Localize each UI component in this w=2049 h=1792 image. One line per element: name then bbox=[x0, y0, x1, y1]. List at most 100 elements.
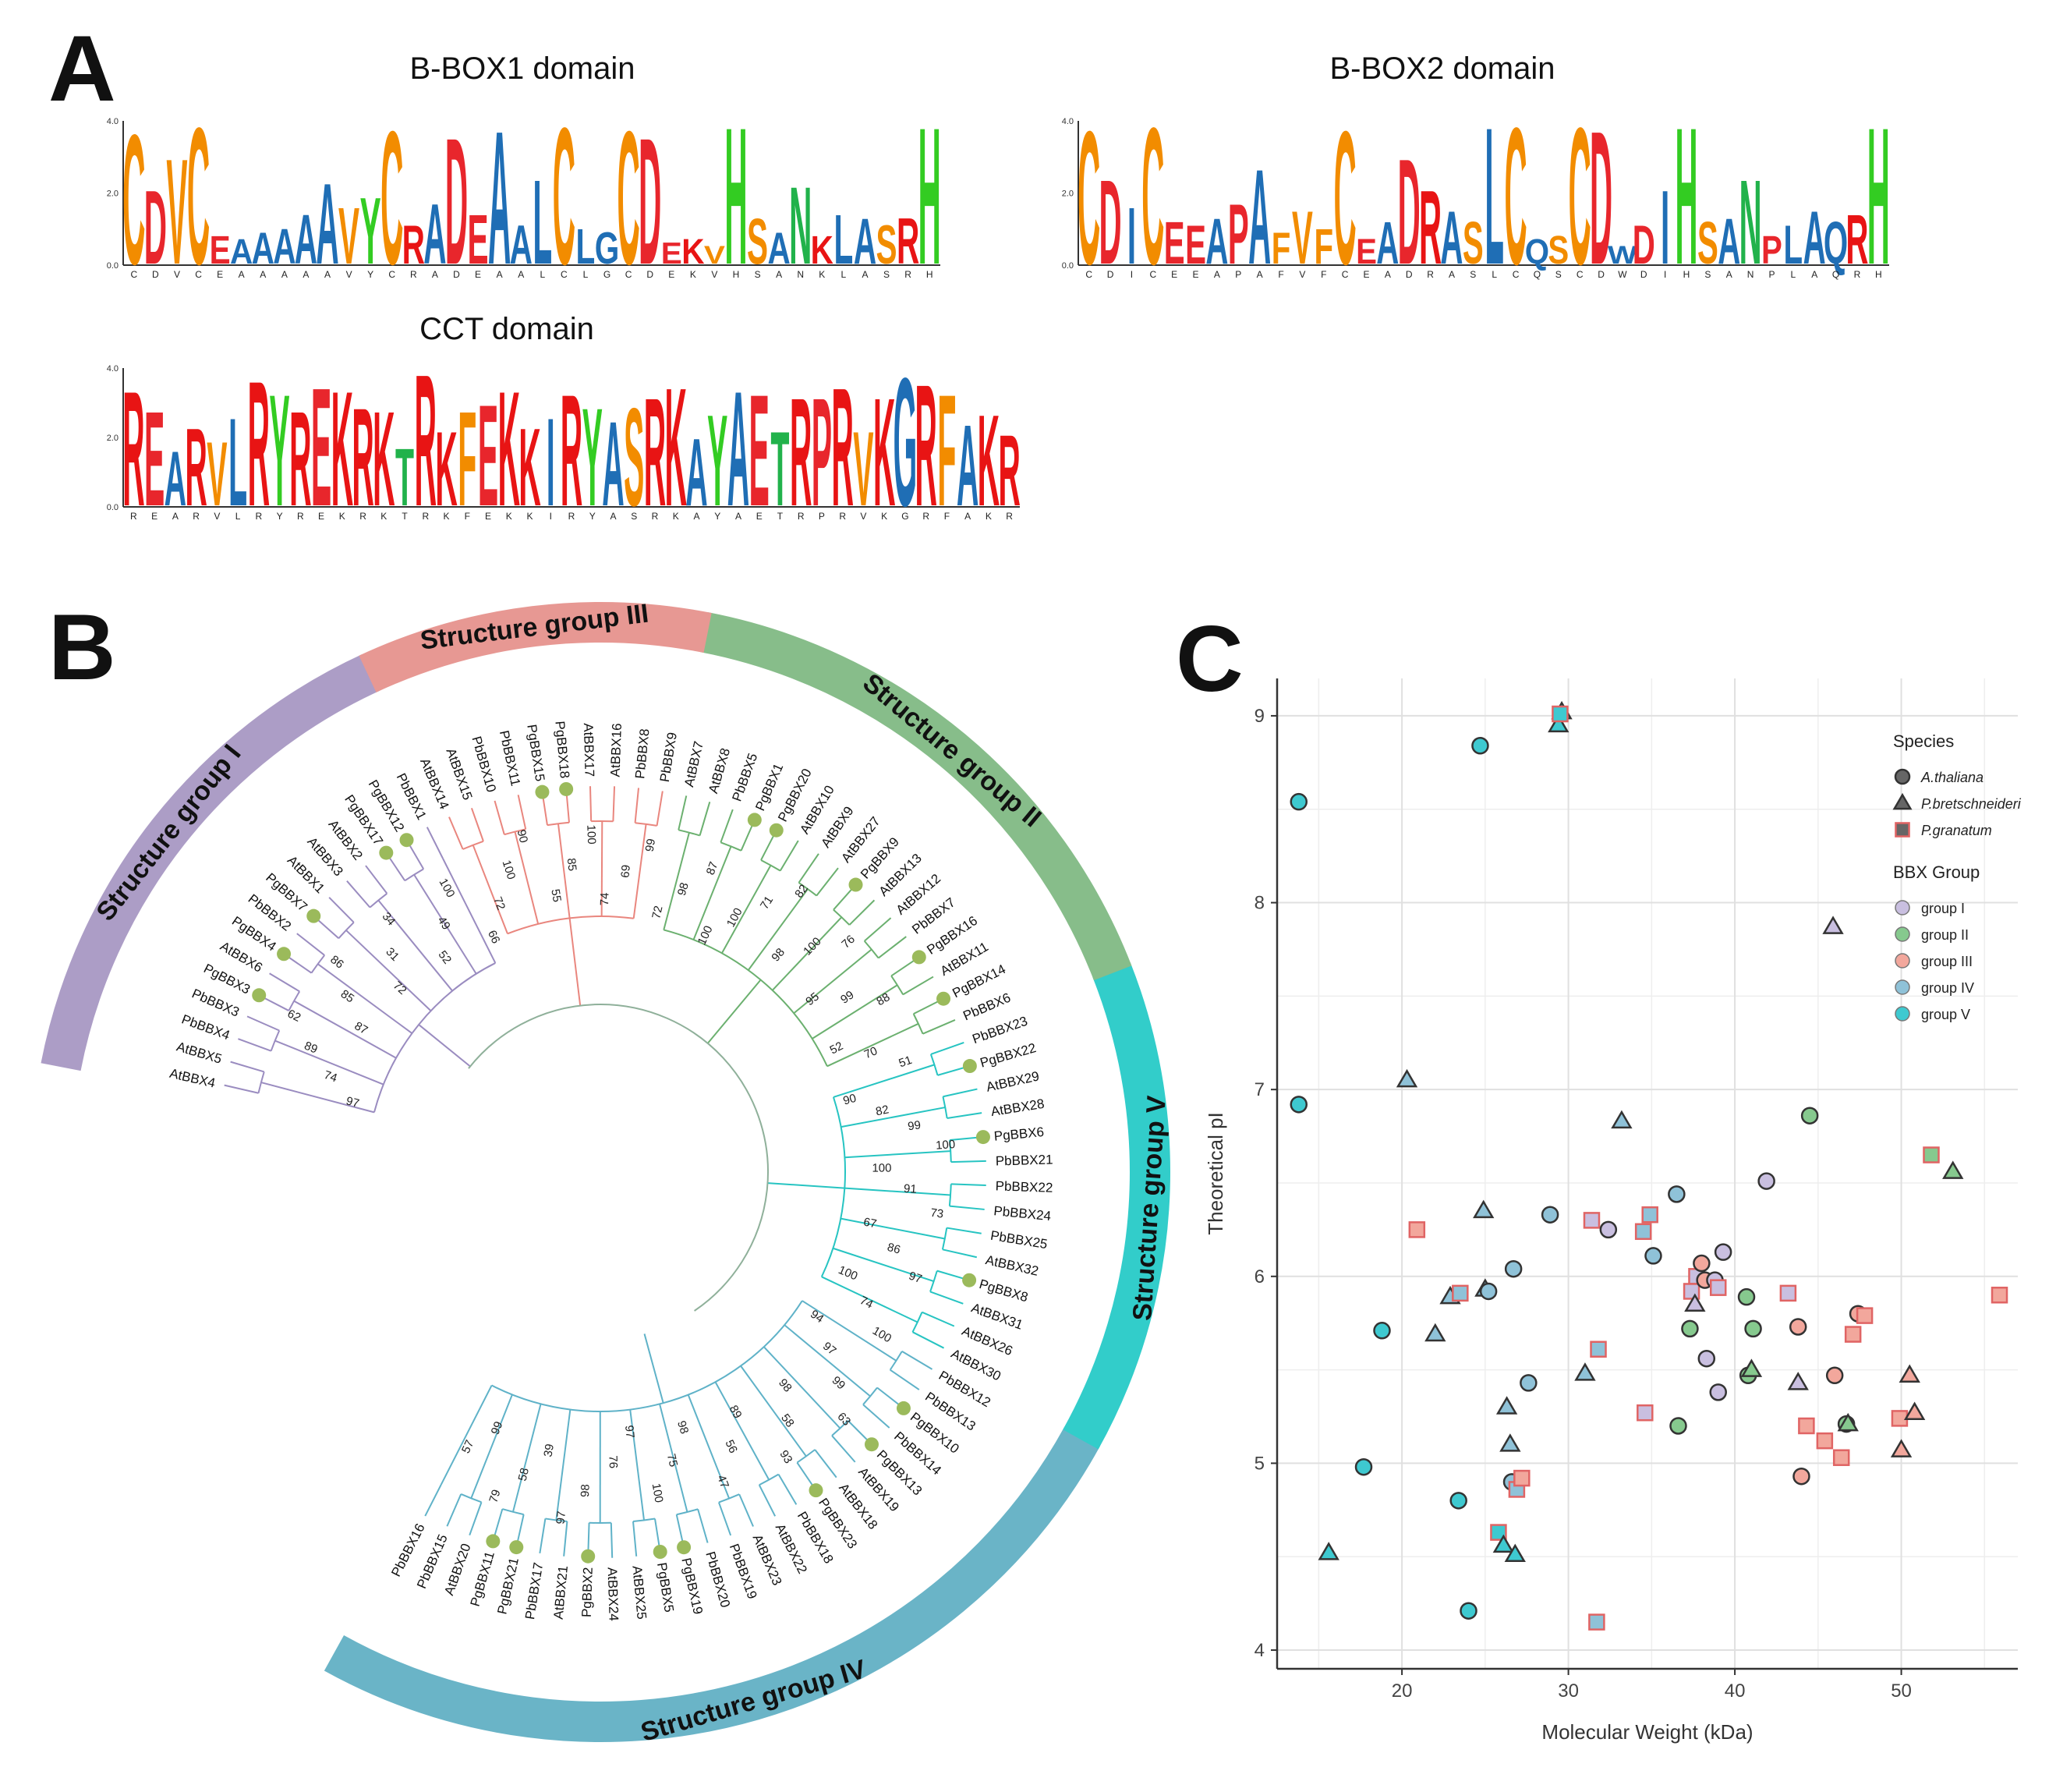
scatter-point bbox=[1290, 792, 1308, 811]
logo-letter: D bbox=[639, 101, 661, 303]
logo-letter: H bbox=[724, 88, 747, 306]
logo-position-label: K bbox=[339, 511, 345, 522]
logo-position-label: D bbox=[1598, 269, 1605, 280]
logo-letter: R bbox=[915, 348, 936, 542]
logo-letter: E bbox=[749, 363, 770, 540]
leaf-label: AtBBX4 bbox=[168, 1066, 217, 1091]
bootstrap-value: 86 bbox=[886, 1241, 902, 1257]
bootstrap-value: 93 bbox=[777, 1448, 794, 1466]
logo-letter: I bbox=[1127, 191, 1136, 282]
bootstrap-value: 52 bbox=[436, 948, 455, 967]
logo-letter: R bbox=[248, 343, 270, 543]
logo-position-label: S bbox=[755, 269, 761, 280]
scatter-point bbox=[1798, 1417, 1815, 1435]
logo-position-label: A bbox=[432, 269, 438, 280]
logo-position-label: Q bbox=[1832, 269, 1839, 280]
pg-marker bbox=[252, 988, 267, 1003]
branch bbox=[539, 1518, 547, 1554]
y-tick-label: 4 bbox=[1255, 1640, 1265, 1661]
scatter-point bbox=[1479, 1282, 1498, 1301]
leaf-label: PgBBX19 bbox=[678, 1556, 706, 1616]
pg-marker bbox=[581, 1549, 596, 1564]
logo-position-label: Y bbox=[277, 511, 283, 522]
bootstrap-value: 99 bbox=[643, 838, 658, 852]
bootstrap-value: 100 bbox=[649, 1482, 666, 1503]
logo-position-label: C bbox=[1513, 269, 1520, 280]
logo-letter: C bbox=[1569, 88, 1591, 306]
branch bbox=[634, 788, 640, 823]
logo-letter: V bbox=[338, 191, 359, 282]
scatter-point bbox=[1583, 1212, 1601, 1229]
bootstrap-value: 99 bbox=[907, 1118, 922, 1133]
logo-position-label: H bbox=[733, 269, 740, 280]
logo-letter: D bbox=[1590, 93, 1612, 305]
logo-position-label: A bbox=[964, 511, 971, 522]
branch bbox=[369, 892, 388, 908]
logo-position-label: R bbox=[256, 511, 263, 522]
leaf-label: PbBBX5 bbox=[729, 751, 760, 803]
branch bbox=[890, 1369, 920, 1390]
branch bbox=[821, 1276, 918, 1323]
logo-position-label: F bbox=[465, 511, 470, 522]
branch bbox=[346, 880, 371, 908]
branch bbox=[494, 800, 505, 835]
logo-position-label: C bbox=[1342, 269, 1349, 280]
logo-letter: F bbox=[458, 383, 476, 534]
scatter-point bbox=[1637, 1404, 1654, 1422]
leaf-label: AtBBX31 bbox=[969, 1300, 1024, 1332]
scatter-point bbox=[1504, 1259, 1523, 1278]
branch bbox=[632, 1518, 656, 1523]
leaf-label: AtBBX24 bbox=[605, 1567, 621, 1621]
logo-letter: A bbox=[165, 436, 186, 522]
logo-position-label: D bbox=[1107, 269, 1114, 280]
scatter-point bbox=[1599, 1220, 1618, 1239]
scatter-point bbox=[1693, 1254, 1711, 1273]
logo-letter: Q bbox=[1525, 232, 1549, 272]
logo-letter: A bbox=[252, 223, 274, 274]
logo-letter: K bbox=[811, 227, 833, 272]
branch bbox=[469, 1502, 483, 1536]
logo-letter: R bbox=[415, 335, 437, 545]
logo-position-label: A bbox=[239, 269, 245, 280]
bootstrap-value: 98 bbox=[776, 1376, 794, 1395]
branch bbox=[878, 936, 907, 959]
logo-position-label: F bbox=[1321, 269, 1326, 280]
branch bbox=[440, 1385, 493, 1486]
scatter-point bbox=[1552, 705, 1569, 723]
logo-position-label: R bbox=[652, 511, 659, 522]
scatter-point bbox=[1825, 1366, 1844, 1385]
bootstrap-value: 67 bbox=[862, 1216, 878, 1231]
legend-species-label: P.granatum bbox=[1921, 823, 1992, 838]
branch bbox=[328, 897, 355, 923]
logo-position-label: G bbox=[603, 269, 610, 280]
group-ring-4 bbox=[359, 602, 712, 692]
logo-letter: F bbox=[1272, 223, 1291, 274]
branch bbox=[831, 1420, 849, 1436]
logo-letter: H bbox=[1867, 88, 1890, 306]
logo-letter: K bbox=[681, 232, 704, 271]
scatter-point bbox=[1787, 1372, 1809, 1390]
leaf-label: PgBBX15 bbox=[524, 724, 547, 783]
branch bbox=[862, 1386, 878, 1405]
pg-marker bbox=[535, 784, 550, 799]
logo-position-label: K bbox=[986, 511, 992, 522]
scatter-point bbox=[1490, 1524, 1507, 1541]
pg-marker bbox=[962, 1273, 977, 1287]
logo-position-label: C bbox=[388, 269, 395, 280]
branch bbox=[949, 1205, 985, 1210]
logo-letter: C bbox=[553, 88, 575, 306]
branch bbox=[901, 1351, 933, 1370]
bootstrap-value: 82 bbox=[875, 1103, 890, 1118]
leaf-label: PbBBX3 bbox=[189, 986, 241, 1019]
scatter-point bbox=[1903, 1401, 1926, 1420]
logo-letter: E bbox=[311, 352, 331, 541]
scatter-point bbox=[1991, 1287, 2008, 1304]
legend-group-label: group IV bbox=[1921, 980, 1974, 996]
branch bbox=[600, 821, 603, 917]
branch bbox=[720, 865, 772, 954]
bootstrap-value: 79 bbox=[487, 1488, 503, 1504]
logo-position-label: A bbox=[281, 269, 288, 280]
logo-letter: P bbox=[1761, 227, 1782, 272]
branch bbox=[777, 1474, 798, 1505]
branch bbox=[687, 1394, 731, 1499]
